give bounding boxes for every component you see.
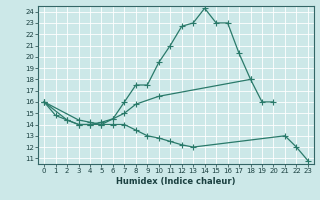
X-axis label: Humidex (Indice chaleur): Humidex (Indice chaleur) — [116, 177, 236, 186]
